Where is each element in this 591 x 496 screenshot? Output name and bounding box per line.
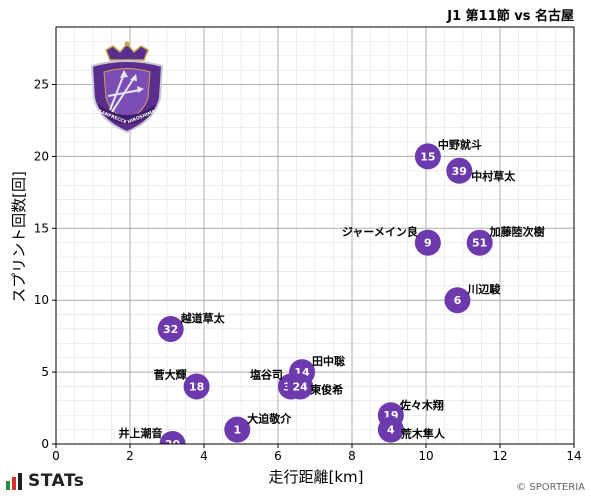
crest-arrowhead-2 (130, 74, 137, 81)
chart-title: J1 第11節 vs 名古屋 (446, 8, 574, 24)
y-tick-label: 15 (34, 221, 49, 235)
crest-crown-jewel (124, 41, 130, 47)
player-number-label: 6 (454, 294, 462, 307)
player-marker (444, 287, 471, 314)
crest-arrowhead-1 (120, 70, 128, 78)
crest-arrowhead-3 (137, 86, 144, 93)
player-marker (466, 229, 493, 256)
player-number-label: 4 (387, 424, 395, 437)
x-tick-label: 12 (492, 449, 507, 463)
points-layer: 153995163214183324191420 (157, 143, 493, 451)
player-point: 51 (466, 229, 493, 256)
player-point: 15 (414, 143, 441, 170)
player-marker (414, 229, 441, 256)
player-marker (157, 315, 184, 342)
player-name-label: 菅大輝 (154, 367, 187, 381)
x-tick-label: 0 (52, 449, 60, 463)
crest-arrow-3 (107, 89, 141, 97)
x-tick-label: 2 (126, 449, 134, 463)
crest-arrow-2 (111, 77, 135, 113)
player-marker (224, 416, 251, 443)
x-axis-label: 走行距離[km] (268, 468, 363, 486)
footer-logo: STATs (6, 470, 84, 492)
stats-brand-text: STATs (28, 471, 85, 491)
player-number-label: 18 (189, 380, 204, 393)
x-tick-label: 14 (566, 449, 581, 463)
player-point: 9 (414, 229, 441, 256)
player-name-label: 井上潮音 (119, 426, 163, 440)
y-tick-label: 25 (34, 78, 49, 92)
player-number-label: 15 (420, 150, 435, 163)
player-marker (183, 373, 210, 400)
player-marker (159, 431, 186, 444)
copyright-text: © SPORTERIA (516, 482, 585, 493)
player-number-label: 9 (424, 237, 432, 250)
player-point: 24 (287, 373, 314, 400)
y-tick-label: 10 (34, 293, 49, 307)
player-name-label: 田中聡 (312, 354, 345, 368)
x-tick-label: 10 (418, 449, 433, 463)
player-name-label: 大迫敬介 (247, 412, 292, 426)
player-name-label: 佐々木翔 (399, 398, 444, 412)
player-number-label: 32 (163, 323, 178, 336)
player-name-label: 川辺駿 (466, 282, 501, 296)
player-point: 18 (183, 373, 210, 400)
logo-bar-red (12, 476, 16, 490)
player-name-label: 東俊希 (310, 382, 343, 396)
x-tick-label: 4 (200, 449, 208, 463)
player-name-label: 荒木隼人 (400, 427, 446, 441)
y-tick-label: 5 (41, 365, 49, 379)
player-point: 39 (446, 157, 473, 184)
player-name-label: 塩谷司 (250, 367, 283, 381)
player-name-label: 加藤陸次樹 (489, 225, 545, 239)
player-name-label: 中野就斗 (438, 137, 482, 151)
team-logo-crest: SANFRECCE HIROSHIMA (90, 41, 164, 134)
player-point: 32 (157, 315, 184, 342)
logo-bar-dark (18, 472, 22, 490)
x-tick-label: 6 (274, 449, 282, 463)
player-marker (414, 143, 441, 170)
player-point: 4 (377, 416, 404, 443)
y-tick-label: 0 (41, 437, 49, 451)
stats-logo-icon (6, 472, 22, 490)
player-name-label: 中村草太 (471, 169, 516, 183)
player-marker (377, 416, 404, 443)
player-number-label: 51 (472, 237, 487, 250)
player-marker (446, 157, 473, 184)
player-marker (287, 373, 314, 400)
player-number-label: 24 (293, 380, 309, 393)
y-axis-label: スプリント回数[回] (10, 171, 28, 303)
player-number-label: 20 (165, 438, 181, 451)
y-tick-label: 20 (34, 149, 49, 163)
crest-arrow-1 (109, 73, 125, 111)
player-point: 6 (444, 287, 471, 314)
player-number-label: 1 (233, 424, 241, 437)
player-point: 1 (224, 416, 251, 443)
player-name-label: ジャーメイン良 (342, 225, 418, 239)
player-name-label: 越道草太 (180, 311, 226, 325)
player-number-label: 39 (452, 165, 467, 178)
logo-bar-green (6, 480, 10, 490)
x-tick-label: 8 (348, 449, 356, 463)
data-points: 153995163214183324191420中野就斗中村草太ジャーメイン良加… (119, 137, 545, 451)
plot-frame (55, 26, 575, 445)
player-point: 20 (159, 431, 186, 451)
crest-ribbon (98, 104, 156, 124)
